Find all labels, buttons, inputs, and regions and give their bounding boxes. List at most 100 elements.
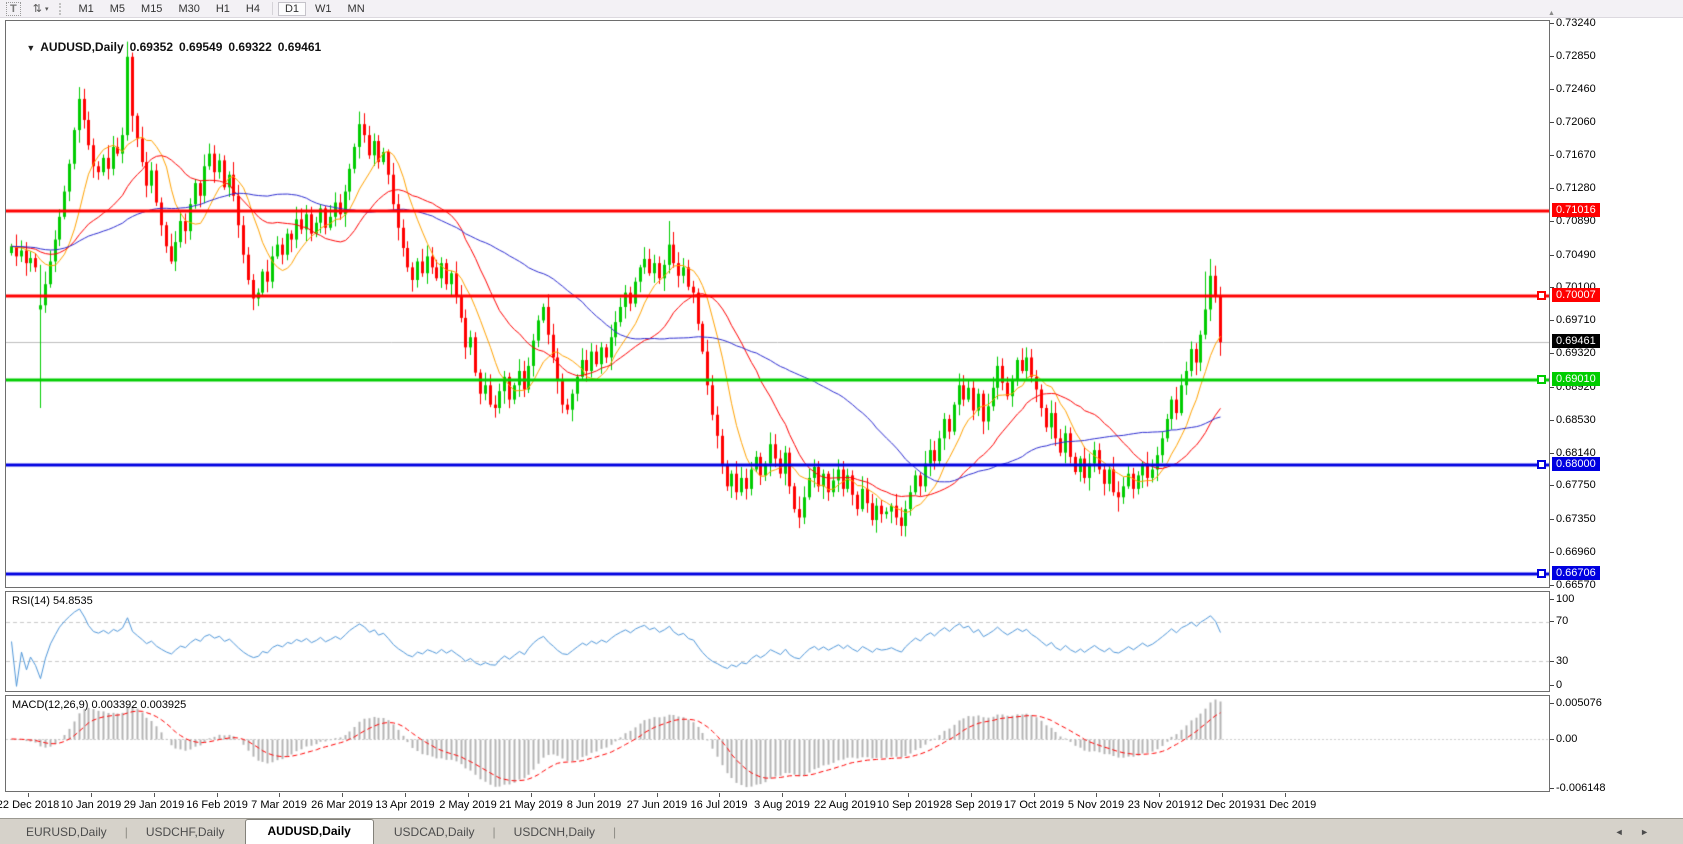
date-axis-label: 26 Mar 2019 bbox=[311, 799, 373, 811]
price-tick bbox=[1550, 320, 1554, 321]
chart-tab-audusd[interactable]: AUDUSD,Daily bbox=[244, 819, 374, 844]
price-chart-canvas[interactable] bbox=[6, 21, 1549, 587]
date-axis-label: 28 Sep 2019 bbox=[939, 799, 1003, 811]
date-axis-label: 3 Aug 2019 bbox=[754, 799, 810, 811]
tab-separator: | bbox=[492, 825, 496, 839]
cursor-tool-button[interactable]: ⇅ ▾ bbox=[28, 1, 54, 16]
tab-scroll-right-icon[interactable]: ► bbox=[1640, 827, 1649, 837]
price-tag-071016: 0.71016 bbox=[1552, 203, 1600, 217]
timeframe-button-w1[interactable]: W1 bbox=[315, 2, 332, 15]
date-axis-label: 7 Mar 2019 bbox=[251, 799, 307, 811]
rsi-tick bbox=[1550, 685, 1554, 686]
price-tag-069010: 0.69010 bbox=[1552, 372, 1600, 386]
price-tick bbox=[1550, 453, 1554, 454]
date-axis-label: 21 May 2019 bbox=[499, 799, 563, 811]
price-tick bbox=[1550, 585, 1554, 586]
price-axis-label: 0.71280 bbox=[1556, 182, 1596, 194]
date-axis-label: 10 Sep 2019 bbox=[876, 799, 940, 811]
scroll-up-icon[interactable]: ▲ bbox=[1548, 10, 1555, 17]
toolbar-grip bbox=[59, 2, 65, 15]
price-axis-label: 0.66570 bbox=[1556, 579, 1596, 591]
date-tick bbox=[342, 793, 343, 797]
date-axis-label: 16 Jul 2019 bbox=[690, 799, 748, 811]
date-axis-label: 22 Dec 2018 bbox=[0, 799, 60, 811]
rsi-axis-label: 30 bbox=[1556, 655, 1569, 667]
hline-handle[interactable] bbox=[1537, 460, 1546, 469]
chart-tab-eurusd[interactable]: EURUSD,Daily bbox=[26, 825, 107, 839]
macd-axis-label: -0.006148 bbox=[1556, 782, 1606, 794]
macd-canvas[interactable] bbox=[6, 696, 1549, 791]
chart-ohlc-title: ▼ AUDUSD,Daily 0.69352 0.69549 0.69322 0.6946… bbox=[13, 26, 327, 68]
date-axis-label: 16 Feb 2019 bbox=[186, 799, 248, 811]
timeframe-button-m30[interactable]: M30 bbox=[178, 2, 200, 15]
timeframe-button-h4[interactable]: H4 bbox=[245, 2, 260, 15]
price-tag-070007: 0.70007 bbox=[1552, 288, 1600, 302]
hline-handle[interactable] bbox=[1537, 569, 1546, 578]
ohlc-close: 0.69461 bbox=[277, 40, 322, 54]
macd-label: MACD(12,26,9) 0.003392 0.003925 bbox=[12, 699, 187, 711]
price-axis-label: 0.72850 bbox=[1556, 50, 1596, 62]
price-tick bbox=[1550, 221, 1554, 222]
date-tick bbox=[28, 793, 29, 797]
date-axis-label: 2 May 2019 bbox=[439, 799, 497, 811]
tab-separator: | bbox=[124, 825, 128, 839]
date-tick bbox=[782, 793, 783, 797]
date-tick bbox=[91, 793, 92, 797]
date-tick bbox=[1159, 793, 1160, 797]
collapse-ohlc-icon[interactable]: ▼ bbox=[26, 43, 36, 53]
chart-tab-usdcnh[interactable]: USDCNH,Daily bbox=[513, 825, 596, 839]
timeframe-button-mn[interactable]: MN bbox=[347, 2, 365, 15]
hline-handle[interactable] bbox=[1537, 291, 1546, 300]
macd-axis-label: 0.00 bbox=[1556, 733, 1578, 745]
macd-indicator-panel: MACD(12,26,9) 0.003392 0.003925 bbox=[5, 695, 1550, 792]
date-axis-label: 8 Jun 2019 bbox=[566, 799, 622, 811]
price-tick bbox=[1550, 23, 1554, 24]
macd-tick bbox=[1550, 739, 1554, 740]
date-tick bbox=[1222, 793, 1223, 797]
price-tag-068000: 0.68000 bbox=[1552, 457, 1600, 471]
timeframe-button-h1[interactable]: H1 bbox=[215, 2, 230, 15]
timeframe-button-m5[interactable]: M5 bbox=[109, 2, 126, 15]
rsi-indicator-panel: RSI(14) 54.8535 bbox=[5, 591, 1550, 692]
price-axis-label: 0.68140 bbox=[1556, 447, 1596, 459]
chart-tab-usdcad[interactable]: USDCAD,Daily bbox=[393, 825, 475, 839]
price-axis-label: 0.73240 bbox=[1556, 17, 1596, 29]
price-tick bbox=[1550, 188, 1554, 189]
date-tick bbox=[405, 793, 406, 797]
timeframe-button-m15[interactable]: M15 bbox=[141, 2, 163, 15]
price-axis-label: 0.71670 bbox=[1556, 149, 1596, 161]
date-tick bbox=[845, 793, 846, 797]
timeframe-button-m1[interactable]: M1 bbox=[78, 2, 94, 15]
macd-tick bbox=[1550, 703, 1554, 704]
timeframe-group: M1 M5 M15 M30 H1 H4 D1 W1 MN bbox=[70, 1, 372, 16]
timeframe-button-d1[interactable]: D1 bbox=[277, 1, 307, 16]
chart-tab-usdchf[interactable]: USDCHF,Daily bbox=[145, 825, 225, 839]
rsi-tick bbox=[1550, 599, 1554, 600]
ohlc-low: 0.69322 bbox=[228, 40, 272, 54]
current-price-tag: 0.69461 bbox=[1552, 334, 1600, 348]
date-tick bbox=[971, 793, 972, 797]
rsi-canvas[interactable] bbox=[6, 592, 1549, 691]
date-axis-label: 27 Jun 2019 bbox=[626, 799, 688, 811]
price-axis-label: 0.68530 bbox=[1556, 414, 1596, 426]
price-tag-066706: 0.66706 bbox=[1552, 566, 1600, 580]
price-tick bbox=[1550, 255, 1554, 256]
date-tick bbox=[657, 793, 658, 797]
chart-tab-bar: EURUSD,Daily | USDCHF,Daily AUDUSD,Daily USD… bbox=[0, 818, 1683, 844]
price-axis-label: 0.67350 bbox=[1556, 513, 1596, 525]
price-tick bbox=[1550, 56, 1554, 57]
date-axis-label: 13 Apr 2019 bbox=[375, 799, 435, 811]
price-axis-label: 0.72460 bbox=[1556, 83, 1596, 95]
date-tick bbox=[468, 793, 469, 797]
ohlc-high: 0.69549 bbox=[179, 40, 223, 54]
rsi-label: RSI(14) 54.8535 bbox=[12, 595, 93, 607]
date-tick bbox=[719, 793, 720, 797]
tab-scroll-left-icon[interactable]: ◄ bbox=[1614, 827, 1624, 837]
rsi-axis-label: 70 bbox=[1556, 615, 1569, 627]
price-tick bbox=[1550, 89, 1554, 90]
text-tool-button[interactable]: T bbox=[1, 1, 26, 17]
rsi-axis-label: 0 bbox=[1556, 679, 1563, 691]
rsi-tick bbox=[1550, 621, 1554, 622]
date-axis-label: 17 Oct 2019 bbox=[1004, 799, 1064, 811]
hline-handle[interactable] bbox=[1537, 375, 1546, 384]
